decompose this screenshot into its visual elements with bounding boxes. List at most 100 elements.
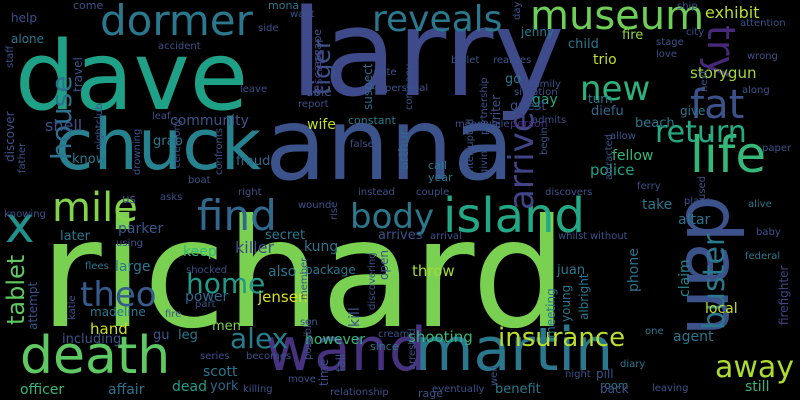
cloud-word: fall: [334, 353, 348, 372]
cloud-word: killing: [243, 384, 273, 395]
cloud-word: large: [115, 259, 151, 275]
cloud-word: local: [705, 301, 738, 317]
cloud-word: giving: [479, 144, 490, 175]
cloud-word: officer: [20, 382, 65, 398]
cloud-word: attempt: [26, 281, 40, 330]
cloud-word: arrives: [378, 228, 423, 243]
cloud-word: beach: [635, 116, 675, 131]
cloud-word: call: [428, 159, 447, 172]
cloud-word: relationship: [330, 387, 389, 398]
cloud-word: escape: [311, 28, 324, 68]
cloud-word: life: [690, 126, 767, 184]
cloud-word: help: [11, 11, 37, 25]
cloud-word: fellow: [612, 148, 654, 164]
cloud-word: along: [742, 85, 770, 96]
cloud-word: madeline: [90, 305, 146, 319]
cloud-word: fire: [622, 28, 644, 43]
cloud-word: room: [600, 379, 629, 392]
cloud-word: richard: [40, 188, 568, 362]
cloud-word: begin: [539, 127, 550, 155]
cloud-word: scott: [203, 364, 238, 380]
cloud-word: benefit: [495, 382, 541, 397]
cloud-word: move: [288, 374, 316, 385]
cloud-word: jensen: [258, 288, 308, 306]
cloud-word: shell: [45, 116, 83, 135]
cloud-word: love: [656, 49, 677, 60]
cloud-word: including: [62, 332, 122, 347]
cloud-word: package: [305, 263, 356, 277]
cloud-word: rage: [418, 387, 444, 400]
cloud-word: drowning: [132, 128, 143, 175]
cloud-word: dead: [172, 379, 207, 395]
cloud-word: instead: [358, 187, 395, 198]
cloud-word: false: [350, 139, 374, 150]
cloud-word: interrupted: [465, 118, 476, 175]
cloud-word: keep: [183, 244, 217, 260]
cloud-word: community: [170, 113, 249, 129]
cloud-word: one: [645, 326, 664, 337]
cloud-word: men: [212, 319, 241, 334]
cloud-word: mile: [52, 185, 138, 231]
cloud-word: knowing: [4, 209, 46, 220]
cloud-word: alive: [748, 199, 772, 210]
cloud-word: ferry: [637, 181, 661, 192]
cloud-word: return: [655, 115, 747, 150]
cloud-word: becomes: [246, 351, 292, 362]
cloud-word: pill: [596, 367, 614, 381]
cloud-word: flees: [85, 261, 109, 272]
cloud-word: attention: [740, 18, 786, 29]
cloud-word: whilst: [558, 231, 588, 242]
cloud-word: travel: [71, 57, 85, 92]
cloud-word: member: [299, 257, 310, 300]
cloud-word: shocked: [186, 265, 228, 276]
cloud-word: new: [580, 69, 651, 109]
cloud-word: throw: [412, 262, 455, 280]
cloud-word: day: [512, 1, 523, 20]
cloud-word: side: [258, 23, 279, 34]
cloud-word: fire: [165, 309, 182, 320]
cloud-word: police: [590, 161, 635, 179]
cloud-word: arrival: [430, 231, 462, 242]
cloud-word: using: [116, 238, 144, 249]
cloud-word: wound: [298, 200, 332, 211]
cloud-word: couple: [416, 187, 450, 198]
cloud-word: next: [699, 69, 710, 92]
cloud-word: child: [568, 37, 599, 52]
cloud-word: museum: [530, 0, 705, 39]
cloud-word: arthur: [397, 129, 412, 170]
cloud-word: martin: [415, 315, 614, 385]
cloud-word: accident: [158, 41, 201, 52]
cloud-word: year: [428, 171, 453, 184]
cloud-word: gu: [153, 328, 170, 343]
cloud-word: take: [642, 197, 673, 213]
cloud-word: insurance: [498, 323, 626, 353]
cloud-word: away: [715, 350, 795, 385]
cloud-word: juan: [557, 263, 586, 278]
cloud-word: give: [680, 104, 706, 118]
cloud-word: family: [530, 79, 561, 90]
cloud-word: admits: [532, 115, 567, 126]
cloud-word: arrested: [407, 328, 418, 370]
cloud-word: possible: [303, 319, 314, 360]
cloud-word: cream: [378, 329, 410, 340]
cloud-word: wrong: [747, 51, 778, 62]
cloud-word: affair: [108, 382, 145, 398]
cloud-word: able: [306, 85, 332, 99]
cloud-word: federal: [745, 251, 781, 262]
cloud-word: grab: [153, 134, 183, 149]
cloud-word: come: [73, 0, 104, 12]
cloud-word: jenny: [521, 25, 555, 39]
cloud-word: meeting: [544, 288, 558, 338]
cloud-word: york: [210, 379, 239, 394]
cloud-word: kung: [304, 239, 339, 255]
cloud-word: asks: [160, 192, 183, 203]
cloud-word: exhibit: [705, 3, 760, 22]
cloud-word: agent: [673, 329, 714, 345]
cloud-word: well: [489, 366, 500, 386]
cloud-word: island: [443, 188, 585, 244]
cloud-word: part: [195, 299, 216, 310]
cloud-word: killer: [235, 238, 275, 257]
cloud-word: young: [559, 284, 573, 322]
cloud-word: phone: [626, 248, 642, 292]
cloud-word: paper: [762, 143, 792, 154]
